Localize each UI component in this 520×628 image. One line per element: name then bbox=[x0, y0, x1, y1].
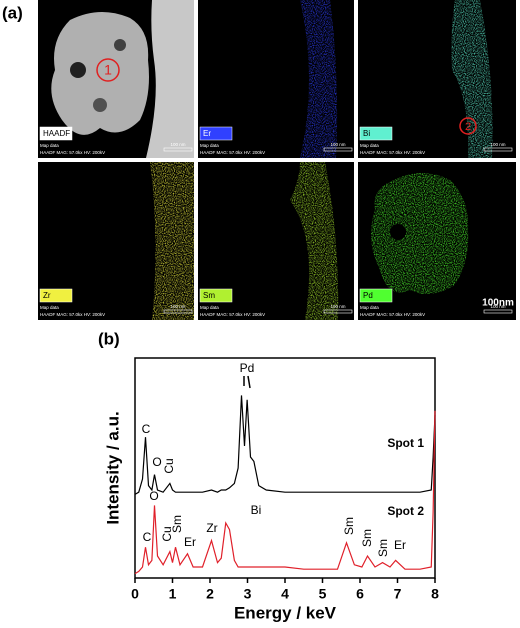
map-data: Map data bbox=[40, 143, 59, 148]
spectrum-chart: (b) Energy / keV Intensity / a.u. C O Cu… bbox=[98, 329, 439, 622]
element-label: Zr bbox=[43, 291, 51, 300]
pd-hole bbox=[390, 224, 406, 240]
zr-map bbox=[150, 162, 194, 320]
haadf-hole bbox=[70, 62, 86, 78]
haadf-particle bbox=[51, 11, 149, 135]
element-tag bbox=[199, 126, 233, 141]
peak-label: C bbox=[143, 530, 152, 544]
spot-label: 2 bbox=[465, 121, 471, 133]
element-label: Er bbox=[203, 129, 211, 138]
er-map bbox=[300, 0, 338, 158]
eds-maps: 1 2 HAADF Map data HAADF MAG: 57.0kx HV: 2… bbox=[38, 0, 516, 320]
peak-label: Pd bbox=[240, 361, 255, 375]
map-data: Map data bbox=[360, 305, 379, 310]
element-label: HAADF bbox=[43, 129, 70, 138]
x-axis-title: Energy / keV bbox=[234, 603, 337, 622]
pd-map bbox=[371, 172, 469, 294]
scale-bar bbox=[163, 309, 193, 314]
peak-label: Er bbox=[394, 538, 406, 552]
element-tag bbox=[199, 288, 233, 303]
peak-label: Er bbox=[184, 535, 196, 549]
map-data: Map data bbox=[200, 305, 219, 310]
peak-label: C bbox=[142, 422, 151, 436]
element-label: Pd bbox=[363, 291, 373, 300]
peak-label: Zr bbox=[206, 521, 217, 535]
scale-text: 100 nm bbox=[170, 304, 185, 309]
scale-text: 100 nm bbox=[490, 142, 505, 147]
map-info: HAADF MAG: 57.0kx HV: 200kV bbox=[360, 150, 425, 155]
x-tick-label: 5 bbox=[319, 586, 327, 602]
big-scale: 100nm bbox=[482, 298, 514, 309]
x-tick-label: 7 bbox=[394, 586, 402, 602]
peak-label: Cu bbox=[162, 458, 176, 473]
sm-map bbox=[290, 162, 339, 320]
element-tag bbox=[39, 288, 73, 303]
bi-map bbox=[451, 0, 493, 158]
map-info: HAADF MAG: 57.0kx HV: 200kV bbox=[40, 150, 105, 155]
y-axis-title: Intensity / a.u. bbox=[103, 411, 122, 524]
x-tick-label: 8 bbox=[431, 586, 439, 602]
spot-marker bbox=[459, 117, 477, 135]
peak-arrow bbox=[243, 375, 251, 389]
map-data: Map data bbox=[200, 143, 219, 148]
spectrum-line bbox=[134, 395, 436, 495]
map-info: HAADF MAG: 57.0kx HV: 200kV bbox=[200, 312, 265, 317]
scale-bar bbox=[323, 147, 353, 152]
map-data: Map data bbox=[40, 305, 59, 310]
scale-text: 100 nm bbox=[330, 142, 345, 147]
element-tag bbox=[359, 126, 393, 141]
spectrum-line bbox=[134, 410, 436, 575]
spot-marker bbox=[96, 58, 120, 82]
scale-bar bbox=[163, 147, 193, 152]
peak-label: O bbox=[149, 489, 158, 503]
haadf-hole bbox=[93, 98, 107, 112]
series-label: Spot 2 bbox=[387, 504, 424, 518]
figure-label: (b) bbox=[98, 329, 120, 348]
x-tick-label: 4 bbox=[281, 586, 289, 602]
peak-label: Cu bbox=[160, 526, 174, 541]
element-tag bbox=[39, 126, 73, 141]
element-label: Sm bbox=[203, 291, 215, 300]
scale-text: 100 nm bbox=[170, 142, 185, 147]
map-info: HAADF MAG: 57.0kx HV: 200kV bbox=[360, 312, 425, 317]
map-data: Map data bbox=[360, 143, 379, 148]
peak-label: Sm bbox=[342, 517, 356, 535]
spot-label: 1 bbox=[104, 62, 112, 78]
scale-bar bbox=[483, 147, 513, 152]
map-info: HAADF MAG: 57.0kx HV: 200kV bbox=[200, 150, 265, 155]
x-tick-label: 3 bbox=[244, 586, 252, 602]
peak-label: O bbox=[152, 455, 161, 469]
peak-label: Bi bbox=[251, 503, 262, 517]
series-label: Spot 1 bbox=[387, 436, 424, 450]
scale-bar bbox=[323, 309, 353, 314]
scale-bar bbox=[483, 309, 513, 314]
element-label: Bi bbox=[363, 129, 370, 138]
haadf-hole bbox=[114, 39, 126, 51]
element-tag bbox=[359, 288, 393, 303]
scale-text: 100 nm bbox=[490, 304, 505, 309]
peak-label: Sm bbox=[360, 529, 374, 547]
x-tick-label: 1 bbox=[169, 586, 177, 602]
x-tick-label: 0 bbox=[131, 586, 139, 602]
map-info: HAADF MAG: 57.0kx HV: 200kV bbox=[40, 312, 105, 317]
haadf-band bbox=[146, 0, 194, 158]
x-tick-label: 2 bbox=[206, 586, 214, 602]
x-tick-label: 6 bbox=[356, 586, 364, 602]
peak-label: Sm bbox=[376, 539, 390, 557]
scale-text: 100 nm bbox=[330, 304, 345, 309]
peak-label: Sm bbox=[170, 515, 184, 533]
figure-label: (a) bbox=[2, 3, 23, 22]
